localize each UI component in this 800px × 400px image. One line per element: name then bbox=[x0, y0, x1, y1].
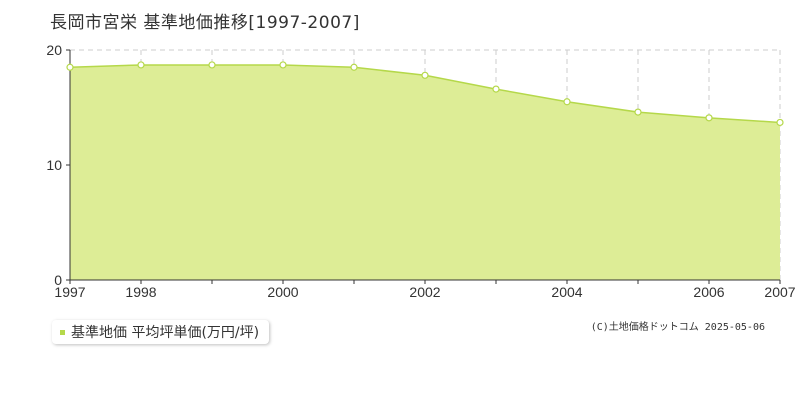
x-tick-label: 2006 bbox=[693, 284, 724, 300]
y-tick-label: 10 bbox=[46, 157, 62, 173]
data-point bbox=[776, 118, 784, 127]
data-point bbox=[350, 63, 358, 71]
x-tick-label: 1998 bbox=[125, 284, 156, 300]
legend-label: 基準地価 平均坪単価(万円/坪) bbox=[71, 325, 260, 341]
legend: 基準地価 平均坪単価(万円/坪) bbox=[52, 320, 270, 344]
data-point bbox=[279, 61, 287, 69]
x-tick-label: 2000 bbox=[267, 284, 298, 300]
x-tick-label: 1997 bbox=[54, 284, 85, 300]
area-fill bbox=[70, 64, 780, 280]
data-point bbox=[421, 71, 429, 79]
data-point bbox=[634, 108, 642, 116]
chart-title: 長岡市宮栄 基準地価推移[1997-2007] bbox=[50, 13, 360, 33]
x-tick-label: 2004 bbox=[551, 284, 582, 300]
data-point bbox=[705, 114, 713, 122]
data-point bbox=[137, 61, 145, 69]
legend-marker bbox=[60, 329, 65, 335]
data-point bbox=[208, 61, 216, 69]
data-point bbox=[492, 85, 500, 93]
y-tick-label: 0 bbox=[54, 272, 62, 288]
data-point bbox=[66, 63, 74, 71]
credit-text: (C)土地価格ドットコム 2025-05-06 bbox=[590, 322, 765, 333]
y-tick-label: 20 bbox=[46, 42, 62, 58]
data-point bbox=[563, 98, 571, 106]
x-tick-label: 2007 bbox=[764, 284, 795, 300]
x-tick-label: 2002 bbox=[409, 284, 440, 300]
